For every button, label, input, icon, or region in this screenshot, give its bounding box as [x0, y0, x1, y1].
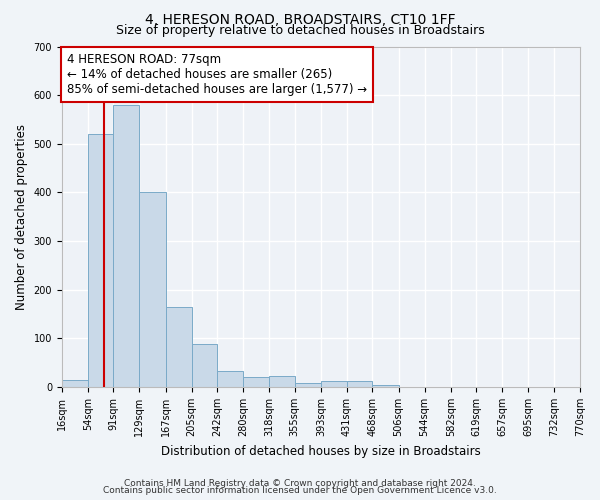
Bar	[347, 381, 373, 387]
Bar	[295, 383, 321, 387]
Bar	[191, 344, 217, 387]
Text: Contains HM Land Registry data © Crown copyright and database right 2024.: Contains HM Land Registry data © Crown c…	[124, 478, 476, 488]
Bar	[217, 371, 243, 387]
X-axis label: Distribution of detached houses by size in Broadstairs: Distribution of detached houses by size …	[161, 444, 481, 458]
Bar	[243, 378, 269, 387]
Y-axis label: Number of detached properties: Number of detached properties	[15, 124, 28, 310]
Text: 4 HERESON ROAD: 77sqm
← 14% of detached houses are smaller (265)
85% of semi-det: 4 HERESON ROAD: 77sqm ← 14% of detached …	[67, 54, 367, 96]
Bar	[321, 381, 347, 387]
Bar	[113, 105, 139, 387]
Bar	[62, 380, 88, 387]
Bar	[139, 192, 166, 387]
Text: Contains public sector information licensed under the Open Government Licence v3: Contains public sector information licen…	[103, 486, 497, 495]
Text: Size of property relative to detached houses in Broadstairs: Size of property relative to detached ho…	[116, 24, 484, 37]
Bar	[166, 307, 191, 387]
Bar	[373, 384, 398, 387]
Bar	[269, 376, 295, 387]
Text: 4, HERESON ROAD, BROADSTAIRS, CT10 1FF: 4, HERESON ROAD, BROADSTAIRS, CT10 1FF	[145, 12, 455, 26]
Bar	[88, 134, 113, 387]
